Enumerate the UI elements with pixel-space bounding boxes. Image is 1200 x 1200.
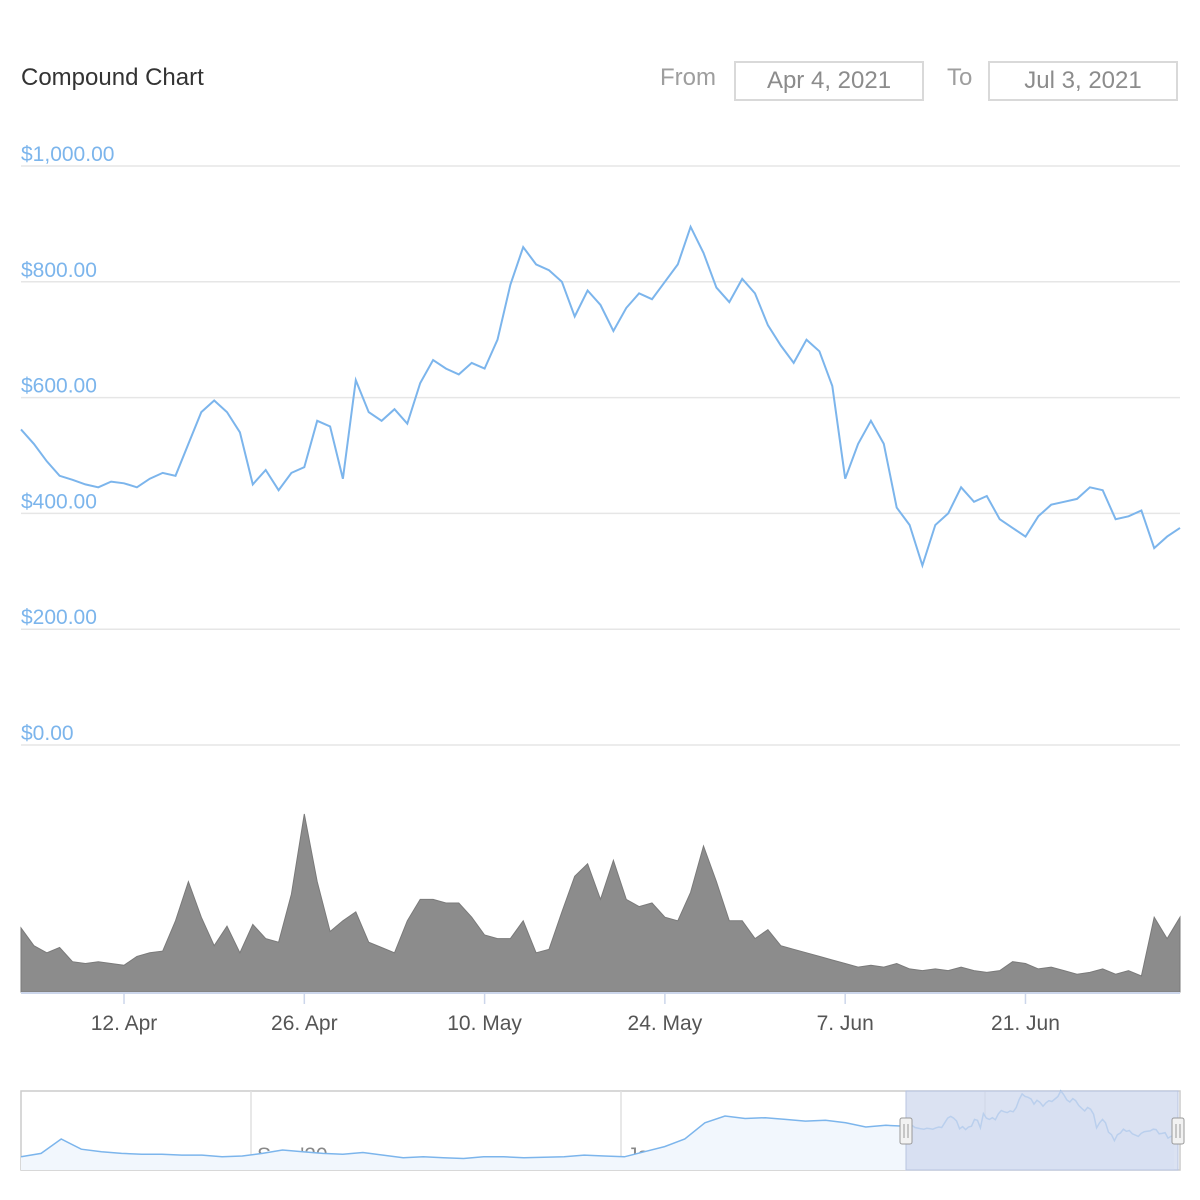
x-tick-label: 21. Jun [991, 1012, 1060, 1035]
y-axis-labels: $0.00 $200.00 $400.00 $600.00 $800.00 $1,000.… [21, 143, 114, 745]
y-tick-label: $400.00 [21, 490, 97, 513]
from-date-input[interactable] [734, 61, 924, 101]
navigator[interactable]: Sep '20Jan '21May '21 [20, 1089, 1185, 1171]
from-label: From [660, 64, 716, 91]
grid-lines [21, 165, 1180, 746]
navigator-area [21, 1090, 1174, 1170]
y-tick-label: $1,000.00 [21, 143, 114, 166]
volume-area[interactable] [20, 813, 1181, 993]
y-tick-label: $800.00 [21, 259, 97, 282]
to-date-input[interactable] [988, 61, 1178, 101]
y-tick-label: $200.00 [21, 606, 97, 629]
navigator-handle[interactable] [899, 1117, 913, 1145]
chart-title: Compound Chart [21, 64, 204, 91]
navigator-selection[interactable] [905, 1090, 1179, 1171]
x-tick-label: 26. Apr [271, 1012, 338, 1035]
navigator-handle[interactable] [1171, 1117, 1185, 1145]
to-label: To [947, 64, 973, 91]
x-tick-label: 10. May [447, 1012, 522, 1035]
x-tick-label: 24. May [628, 1012, 703, 1035]
y-tick-label: $600.00 [21, 375, 97, 398]
x-axis-ticks: 12. Apr 26. Apr 10. May 24. May 7. Jun 21. Ju… [91, 993, 1060, 1035]
x-tick-label: 7. Jun [817, 1012, 874, 1035]
x-tick-label: 12. Apr [91, 1012, 158, 1035]
price-line[interactable] [20, 224, 1181, 569]
y-tick-label: $0.00 [21, 722, 74, 745]
